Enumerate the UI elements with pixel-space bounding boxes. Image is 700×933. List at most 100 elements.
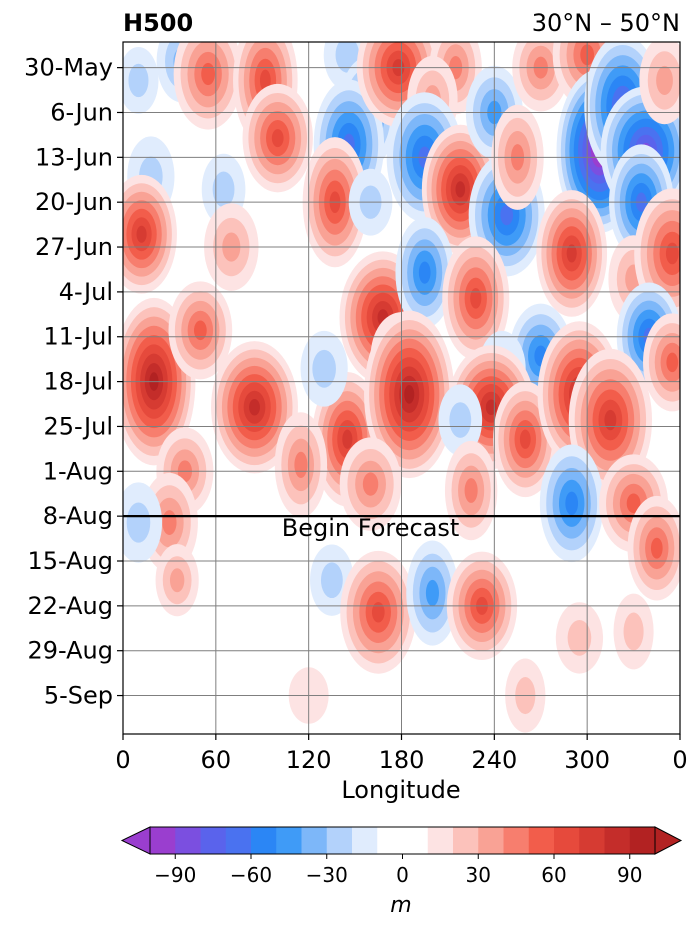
colorbar-tick-label: −90: [154, 863, 196, 887]
y-tick-label: 15-Aug: [27, 547, 113, 575]
contour-level: [604, 409, 617, 431]
x-tick-label: 180: [379, 746, 425, 774]
anomaly-blob: [539, 444, 604, 563]
anomaly-blob: [123, 47, 159, 114]
colorbar-segment: [427, 827, 454, 854]
colorbar-segment: [478, 827, 504, 854]
colorbar-label: m: [390, 893, 411, 918]
y-tick-label: 6-Jun: [50, 98, 113, 126]
colorbar-segment: [579, 827, 605, 854]
x-axis-label: Longitude: [341, 776, 460, 804]
contour-level: [404, 385, 415, 404]
title-left: H500: [123, 9, 193, 37]
anomaly-blob: [395, 217, 454, 329]
anomaly-blob: [536, 190, 608, 317]
colorbar-segment: [503, 827, 530, 854]
colorbar-segment: [150, 827, 176, 854]
colorbar: −90 −60 −30 0 30 60 90: [120, 826, 683, 887]
y-tick-label: 25-Jul: [44, 412, 114, 440]
contour-level: [320, 562, 343, 599]
contour-level: [565, 491, 579, 516]
colorbar-segment: [453, 827, 479, 854]
colorbar-segment: [326, 827, 353, 854]
contour-level: [665, 242, 679, 265]
colorbar-segment: [629, 827, 656, 854]
contour-level: [519, 429, 531, 449]
x-tick-label: 0: [115, 746, 130, 774]
contour-level: [455, 181, 466, 198]
forecast-label: Begin Forecast: [282, 514, 460, 542]
contour-level: [623, 612, 644, 651]
contour-level: [271, 129, 284, 148]
colorbar-segment: [175, 827, 201, 854]
contour-level: [425, 579, 439, 607]
anomaly-blob: [613, 593, 654, 670]
contour-level: [162, 510, 177, 535]
y-tick-label: 27-Jun: [35, 233, 113, 261]
contour-level: [249, 398, 260, 416]
anomaly-blob: [340, 550, 417, 674]
contour-level: [312, 349, 336, 388]
contour-level: [566, 244, 577, 263]
contour-level: [362, 472, 379, 496]
contour-level: [650, 537, 663, 559]
y-tick-label: 18-Jul: [44, 368, 114, 396]
anomaly-blob: [492, 381, 558, 498]
anomaly-blob: [155, 544, 199, 617]
y-axis: 30-May 6-Jun 13-Jun 20-Jun 27-Jun 4-Jul 11-Jul…: [24, 54, 123, 710]
anomaly-blob: [446, 551, 518, 661]
contour-level: [656, 65, 673, 96]
y-tick-label: 20-Jun: [35, 188, 113, 216]
y-tick-label: 5-Sep: [44, 682, 113, 710]
contour-level: [418, 261, 431, 284]
anomaly-contours: [123, 42, 680, 733]
y-tick-label: 29-Aug: [27, 637, 113, 665]
x-tick-label: 240: [471, 746, 517, 774]
anomaly-blob: [300, 330, 348, 407]
anomaly-blob: [555, 602, 604, 674]
colorbar-segment: [225, 827, 252, 854]
contour-level: [128, 63, 149, 98]
colorbar-segment: [604, 827, 631, 854]
anomaly-blob: [627, 495, 680, 601]
x-tick-label: 120: [286, 746, 332, 774]
contour-level: [193, 320, 207, 341]
colorbar-tick-label: −30: [306, 863, 348, 887]
contour-level: [294, 451, 308, 479]
colorbar-segment: [402, 827, 429, 854]
contour-level: [126, 502, 151, 543]
y-tick-label: 4-Jul: [59, 278, 113, 306]
x-axis: 0 60 120 180 240 300 0: [115, 734, 688, 774]
contour-level: [666, 352, 679, 373]
contour-level: [464, 478, 478, 503]
anomaly-blob: [173, 42, 243, 130]
contour-level: [259, 69, 271, 92]
contour-level: [212, 171, 235, 208]
y-tick-label: 22-Aug: [27, 592, 113, 620]
y-tick-label: 1-Aug: [43, 457, 113, 485]
y-tick-label: 8-Aug: [43, 502, 113, 530]
contour-level: [500, 204, 514, 226]
contour-level: [626, 493, 641, 514]
colorbar-segment: [251, 827, 277, 854]
anomaly-blob: [339, 437, 402, 531]
colorbar-segment: [377, 827, 403, 854]
anomaly-blob: [442, 236, 510, 361]
contour-level: [470, 287, 482, 309]
colorbar-segment: [554, 827, 580, 854]
contour-level: [169, 568, 185, 593]
anomaly-blob: [639, 42, 680, 125]
anomaly-blob: [123, 482, 163, 563]
colorbar-tick-label: 90: [617, 863, 642, 887]
y-tick-label: 13-Jun: [35, 143, 113, 171]
contour-level: [342, 429, 353, 449]
contour-level: [136, 225, 147, 243]
colorbar-extend-high: [654, 826, 683, 855]
anomaly-blob: [211, 341, 298, 474]
anomaly-blob: [123, 174, 177, 294]
x-tick-label: 300: [564, 746, 610, 774]
contour-level: [201, 62, 215, 86]
y-tick-label: 30-May: [24, 54, 113, 82]
